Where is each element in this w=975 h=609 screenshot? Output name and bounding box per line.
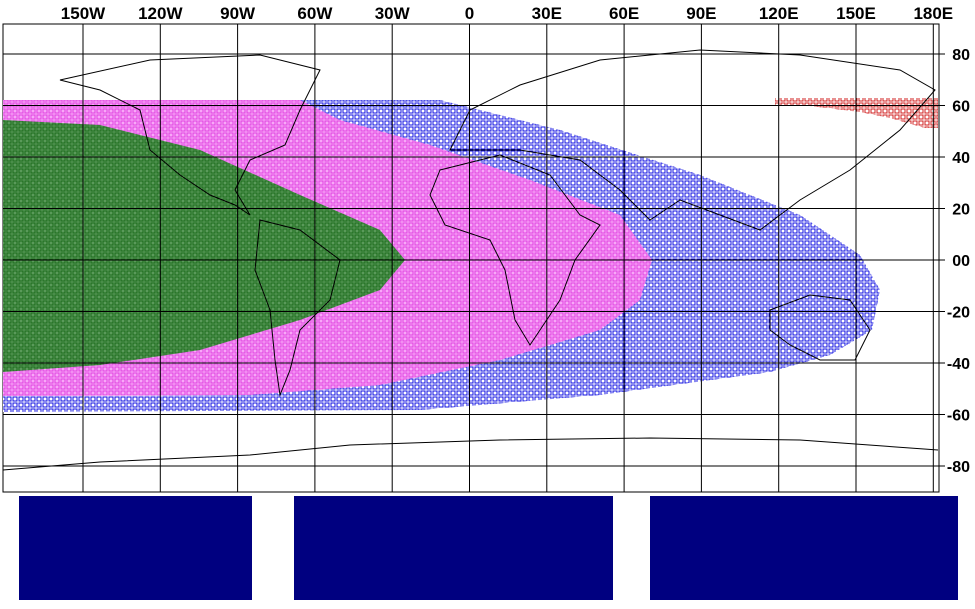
- longitude-label: 30W: [375, 4, 411, 23]
- australia: [769, 294, 871, 361]
- longitude-label: 90W: [220, 4, 256, 23]
- longitude-label: 0: [465, 4, 474, 23]
- green-zone: [3, 120, 405, 372]
- longitude-label: 60E: [609, 4, 639, 23]
- longitude-label: 150W: [61, 4, 106, 23]
- visibility-zones: [3, 98, 938, 412]
- latitude-label: 20: [952, 202, 970, 219]
- eurasia: [449, 49, 936, 231]
- latitude-label: -40: [947, 356, 970, 373]
- latitude-label: 00: [952, 253, 970, 270]
- south-america: [254, 219, 341, 397]
- latitude-label: 60: [952, 99, 970, 116]
- info-box: [19, 496, 252, 600]
- legend-box: [650, 496, 958, 600]
- coastlines: [2, 49, 939, 471]
- graticule: [3, 24, 945, 492]
- latitude-label: -80: [947, 459, 970, 476]
- latitude-label: 80: [952, 47, 970, 64]
- longitude-label: 150E: [836, 4, 876, 23]
- antarctica: [2, 437, 939, 471]
- longitude-label: 60W: [297, 4, 333, 23]
- longitude-label: 90E: [686, 4, 716, 23]
- latitude-label: -60: [947, 408, 970, 425]
- longitude-label: 30E: [532, 4, 562, 23]
- north-america: [59, 54, 321, 216]
- longitude-label: 120W: [138, 4, 183, 23]
- longitude-label: 180E: [913, 4, 953, 23]
- longitude-label: 120E: [759, 4, 799, 23]
- africa: [429, 154, 601, 346]
- latitude-label: -20: [947, 305, 970, 322]
- latitude-label: 40: [952, 150, 970, 167]
- credits-box: [294, 496, 613, 600]
